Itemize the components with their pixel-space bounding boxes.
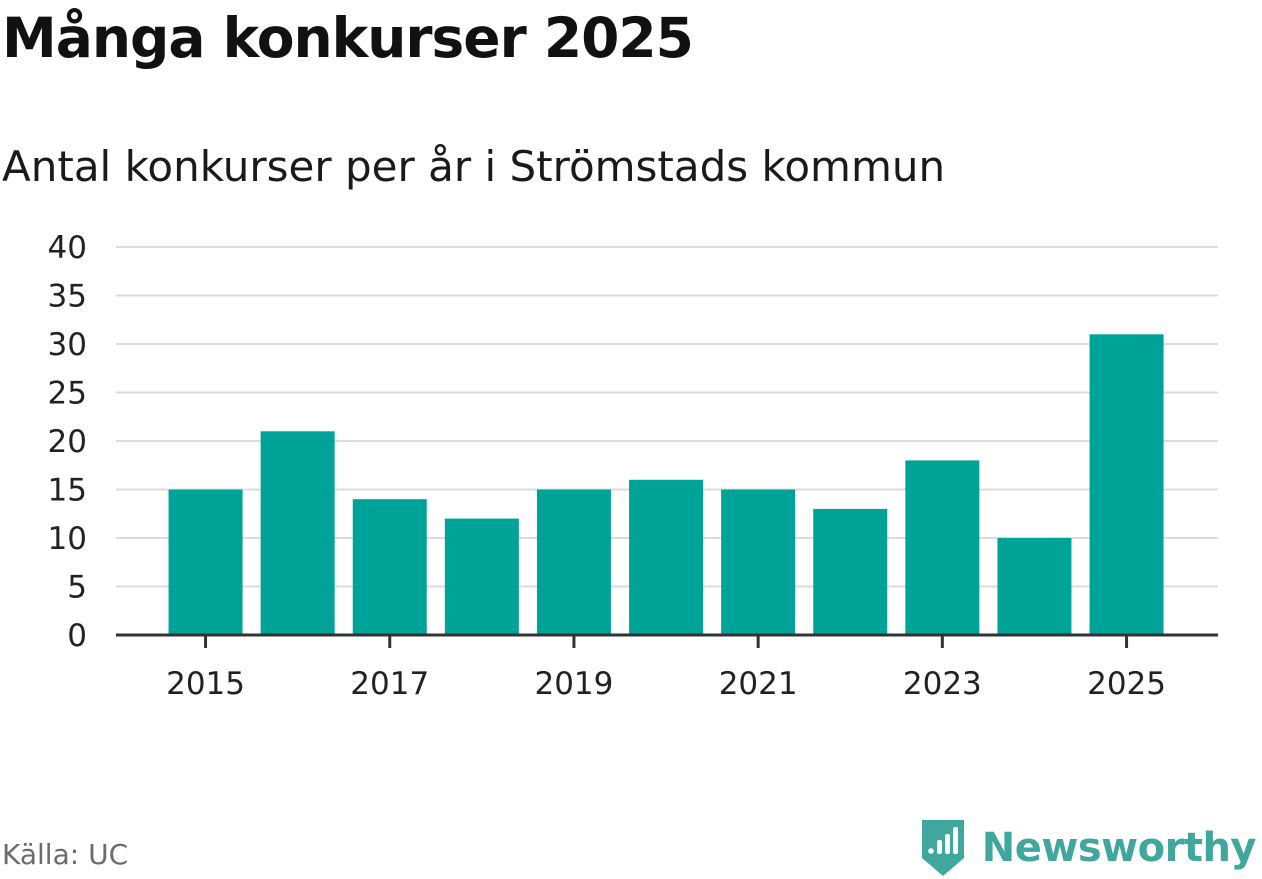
bar-2019 bbox=[536, 489, 611, 635]
y-tick-label: 5 bbox=[67, 570, 87, 606]
bar-2018 bbox=[444, 518, 519, 635]
source-note: Källa: UC bbox=[2, 838, 129, 871]
x-tick-label: 2019 bbox=[534, 666, 613, 702]
x-axis bbox=[116, 633, 1218, 648]
x-axis-labels: 2015 2017 2019 2021 2023 2025 bbox=[166, 666, 1166, 702]
bar-2022 bbox=[813, 508, 888, 635]
brand-logo: Newsworthy bbox=[918, 818, 1257, 878]
brand-name: Newsworthy bbox=[981, 825, 1257, 871]
y-tick-label: 40 bbox=[48, 230, 87, 266]
x-tick-label: 2017 bbox=[350, 666, 429, 702]
y-axis-labels: 0 5 10 15 20 25 30 35 40 bbox=[48, 230, 87, 654]
chart-title: Många konkurser 2025 bbox=[2, 6, 694, 70]
x-tick-label: 2023 bbox=[903, 666, 982, 702]
bar-2017 bbox=[352, 499, 427, 635]
bar-2023 bbox=[905, 460, 980, 635]
bar-2024 bbox=[997, 538, 1072, 635]
y-tick-label: 10 bbox=[48, 521, 87, 557]
y-tick-label: 20 bbox=[48, 424, 87, 460]
bar-2025 bbox=[1089, 334, 1164, 635]
x-tick-label: 2015 bbox=[166, 666, 245, 702]
x-tick-label: 2025 bbox=[1087, 666, 1166, 702]
y-tick-label: 15 bbox=[48, 473, 87, 509]
bar-2020 bbox=[629, 479, 704, 635]
y-tick-label: 25 bbox=[48, 376, 87, 412]
x-tick-label: 2021 bbox=[719, 666, 798, 702]
y-tick-label: 35 bbox=[48, 279, 87, 315]
newsworthy-logo-icon bbox=[921, 820, 964, 876]
bars bbox=[168, 334, 1164, 635]
bar-2015 bbox=[168, 489, 243, 635]
bar-2016 bbox=[260, 431, 335, 635]
bar-2021 bbox=[721, 489, 796, 635]
chart-subtitle: Antal konkurser per år i Strömstads komm… bbox=[2, 142, 946, 191]
y-tick-label: 0 bbox=[67, 618, 87, 654]
y-tick-label: 30 bbox=[48, 327, 87, 363]
